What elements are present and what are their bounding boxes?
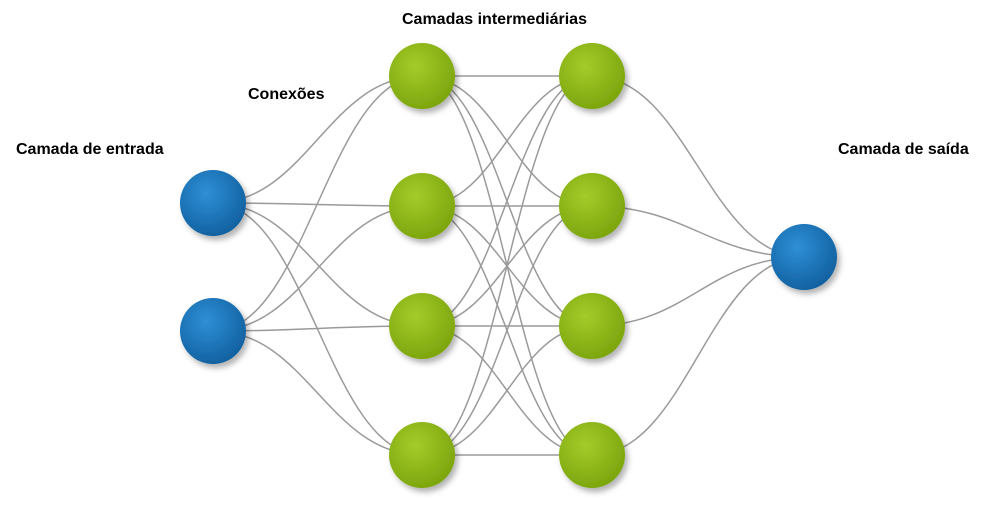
connections-label: Conexões: [248, 86, 325, 103]
hidden2-node-4: [559, 422, 625, 488]
connection-l2n0-l3n0: [591, 75, 805, 258]
hidden2-node-2: [559, 173, 625, 239]
input-node-1: [180, 170, 246, 236]
connection-l1n3-l2n0: [421, 75, 593, 456]
input-layer-label: Camada de entrada: [16, 141, 164, 158]
connection-l0n0-l1n2: [212, 202, 423, 327]
input-node-2: [180, 298, 246, 364]
output-node-1: [771, 224, 837, 290]
connection-l0n1-l1n3: [212, 330, 423, 456]
hidden1-node-4: [389, 422, 455, 488]
hidden1-node-2: [389, 173, 455, 239]
hidden2-node-1: [559, 43, 625, 109]
connection-l2n2-l3n0: [591, 256, 805, 327]
hidden-layers-label: Camadas intermediárias: [402, 11, 587, 28]
connection-l0n0-l1n0: [212, 75, 423, 204]
connection-l2n3-l3n0: [591, 256, 805, 456]
hidden2-node-3: [559, 293, 625, 359]
hidden1-node-1: [389, 43, 455, 109]
connection-l0n1-l1n0: [212, 75, 423, 332]
connection-l0n1-l1n1: [212, 205, 423, 332]
nodes-group: [180, 43, 837, 488]
output-layer-label: Camada de saída: [838, 141, 969, 158]
hidden1-node-3: [389, 293, 455, 359]
connections-group: [212, 75, 805, 456]
